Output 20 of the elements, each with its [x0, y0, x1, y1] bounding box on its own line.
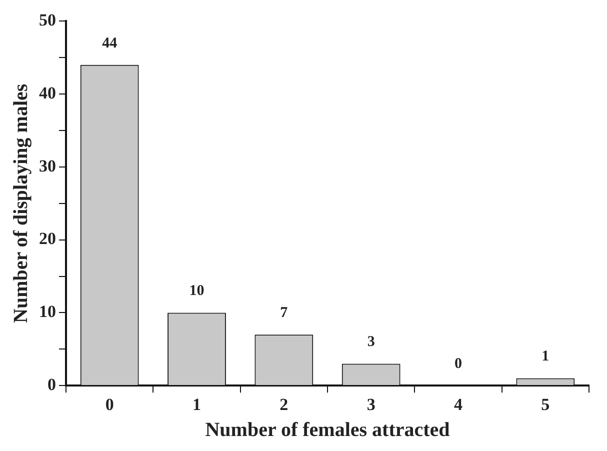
data-label: 0 [454, 356, 462, 372]
x-tick-label: 3 [366, 395, 376, 414]
y-tick-label: 50 [39, 10, 56, 30]
data-label: 3 [367, 334, 375, 350]
x-tick-label: 5 [541, 395, 550, 414]
x-tick-label: 1 [192, 395, 201, 414]
x-tick-label: 4 [454, 395, 463, 414]
data-label: 10 [189, 283, 204, 300]
data-label: 7 [280, 304, 288, 321]
y-tick-label: 30 [39, 156, 56, 176]
y-axis-title: Number of displaying males [10, 84, 32, 323]
y-tick-label: 0 [48, 374, 56, 394]
x-axis-title: Number of females attracted [205, 419, 450, 442]
x-tick-label: 2 [280, 395, 288, 414]
x-tick-label: 0 [105, 395, 114, 414]
y-tick-label: 40 [39, 83, 56, 102]
data-label: 44 [102, 35, 118, 52]
y-tick-label: 10 [39, 302, 56, 322]
data-label: 1 [542, 348, 550, 365]
y-tick-label: 20 [39, 229, 56, 248]
